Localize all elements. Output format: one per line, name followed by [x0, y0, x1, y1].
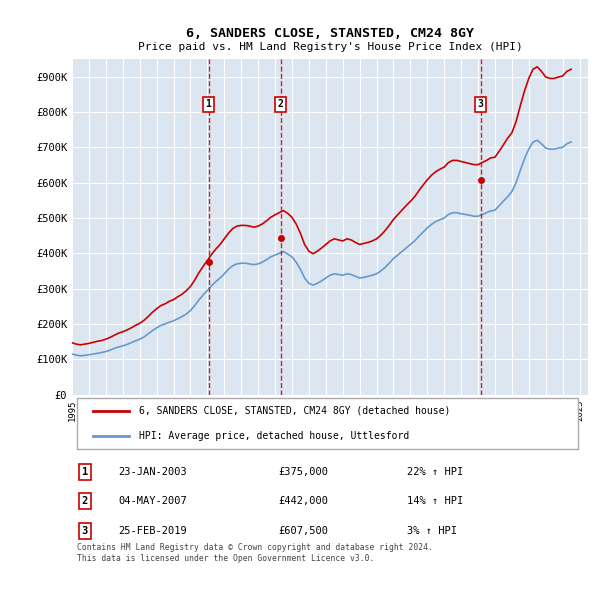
Text: 1: 1: [82, 467, 88, 477]
Text: 1: 1: [206, 99, 211, 109]
Text: 25-FEB-2019: 25-FEB-2019: [118, 526, 187, 536]
Text: HPI: Average price, detached house, Uttlesford: HPI: Average price, detached house, Uttl…: [139, 431, 409, 441]
Text: 23-JAN-2003: 23-JAN-2003: [118, 467, 187, 477]
Text: £375,000: £375,000: [278, 467, 328, 477]
Text: 04-MAY-2007: 04-MAY-2007: [118, 496, 187, 506]
Text: 2: 2: [278, 99, 284, 109]
Text: 3% ↑ HPI: 3% ↑ HPI: [407, 526, 457, 536]
Text: Contains HM Land Registry data © Crown copyright and database right 2024.
This d: Contains HM Land Registry data © Crown c…: [77, 543, 433, 563]
Text: £607,500: £607,500: [278, 526, 328, 536]
Text: 3: 3: [82, 526, 88, 536]
Text: £442,000: £442,000: [278, 496, 328, 506]
Text: 14% ↑ HPI: 14% ↑ HPI: [407, 496, 464, 506]
Text: 22% ↑ HPI: 22% ↑ HPI: [407, 467, 464, 477]
Text: 6, SANDERS CLOSE, STANSTED, CM24 8GY: 6, SANDERS CLOSE, STANSTED, CM24 8GY: [186, 27, 474, 40]
Text: Price paid vs. HM Land Registry's House Price Index (HPI): Price paid vs. HM Land Registry's House …: [137, 42, 523, 53]
Text: 6, SANDERS CLOSE, STANSTED, CM24 8GY (detached house): 6, SANDERS CLOSE, STANSTED, CM24 8GY (de…: [139, 406, 451, 416]
FancyBboxPatch shape: [77, 398, 578, 450]
Text: 3: 3: [478, 99, 484, 109]
Text: 2: 2: [82, 496, 88, 506]
